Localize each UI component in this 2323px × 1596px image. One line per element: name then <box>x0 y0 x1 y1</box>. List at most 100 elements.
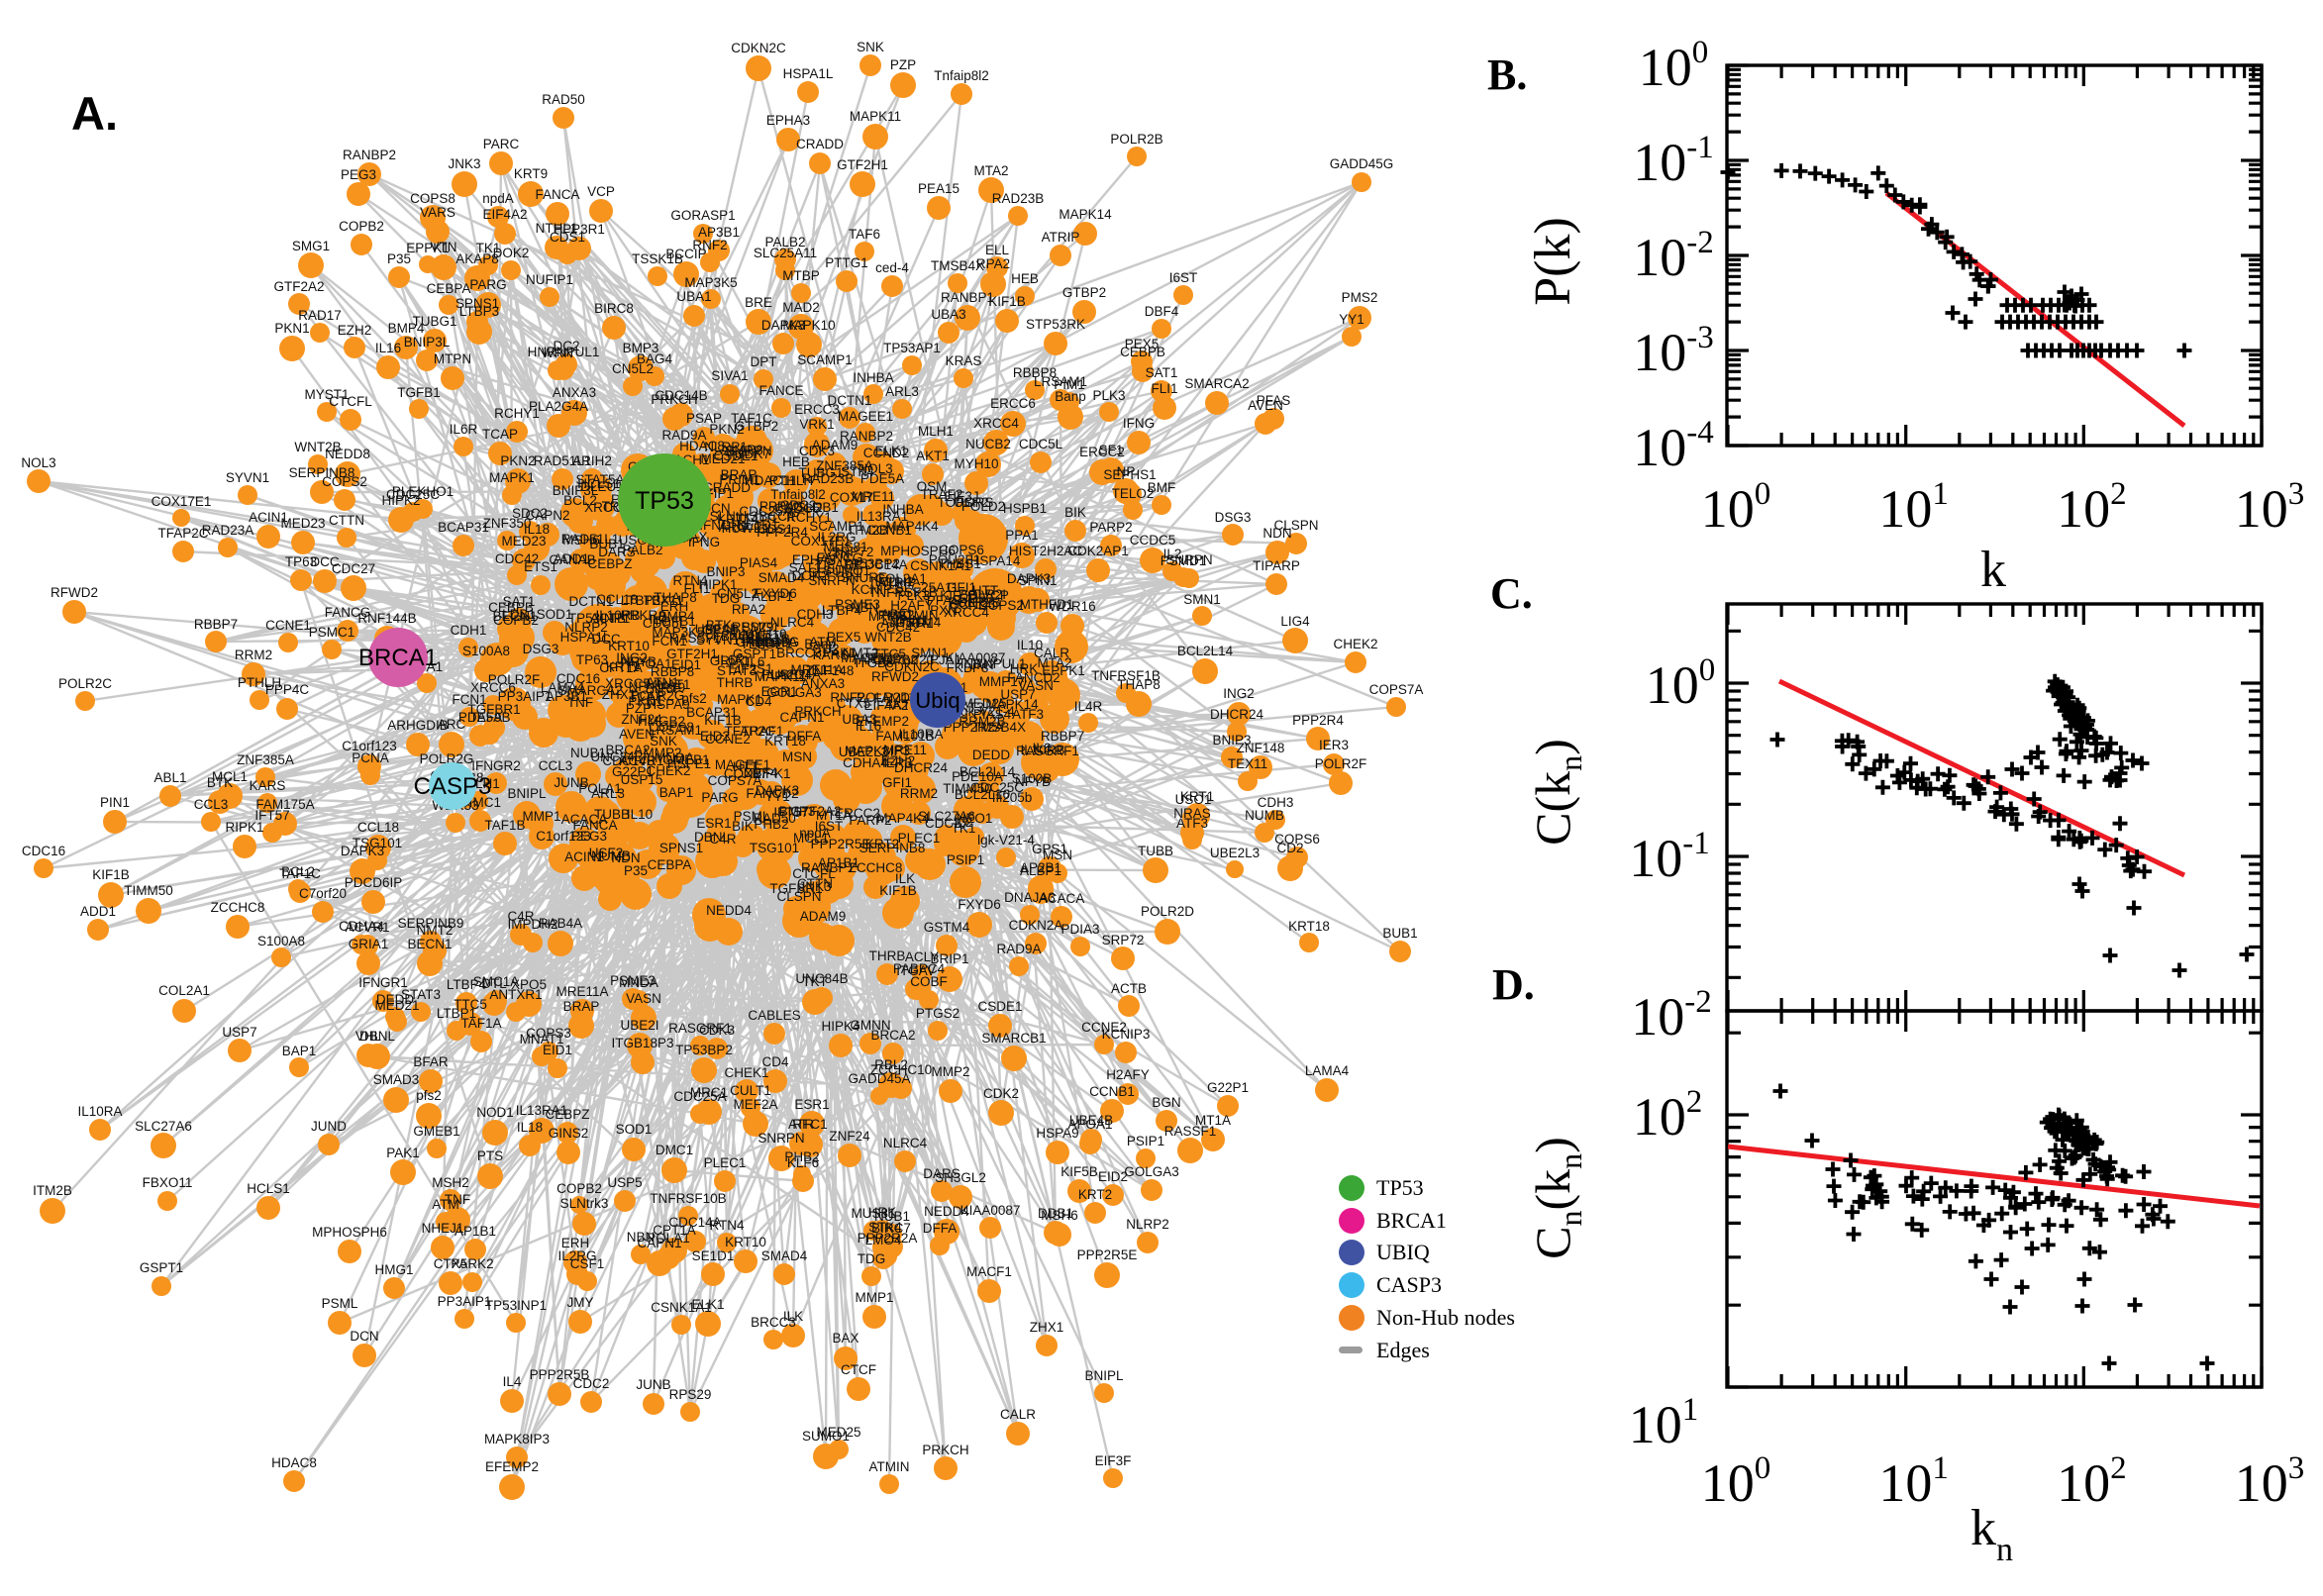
svg-text:CCNE2: CCNE2 <box>705 732 751 747</box>
svg-text:LTBP3: LTBP3 <box>459 304 499 319</box>
svg-text:ATF3: ATF3 <box>1176 816 1208 831</box>
svg-text:LDB1: LDB1 <box>502 607 536 622</box>
svg-text:KARS: KARS <box>250 778 286 793</box>
svg-text:BIK: BIK <box>732 819 754 834</box>
svg-text:BMP4: BMP4 <box>388 321 425 336</box>
svg-text:PIAS4: PIAS4 <box>740 555 778 570</box>
svg-text:UBE2I: UBE2I <box>770 667 809 682</box>
svg-text:CDS1: CDS1 <box>758 522 793 537</box>
svg-text:GSTM4: GSTM4 <box>895 615 942 630</box>
svg-text:OSM: OSM <box>917 479 948 494</box>
svg-text:TSSK1B: TSSK1B <box>632 251 683 266</box>
svg-text:DAPK3: DAPK3 <box>341 844 384 858</box>
svg-text:ERH: ERH <box>660 599 689 614</box>
svg-text:MAPK1: MAPK1 <box>717 692 762 707</box>
svg-text:TAF1C: TAF1C <box>731 411 772 426</box>
svg-text:SPNS1: SPNS1 <box>659 841 703 855</box>
svg-text:SPIN1: SPIN1 <box>1018 573 1057 588</box>
svg-text:PSML: PSML <box>734 809 770 824</box>
svg-text:Tnfaip8l2: Tnfaip8l2 <box>934 68 989 83</box>
svg-text:COPS7A: COPS7A <box>708 773 762 788</box>
svg-text:IL2RG: IL2RG <box>557 1248 596 1263</box>
svg-text:MED23: MED23 <box>280 516 325 531</box>
svg-text:ATR: ATR <box>788 1117 814 1132</box>
svg-text:AP1B1: AP1B1 <box>818 855 859 870</box>
svg-text:RASGRF1: RASGRF1 <box>1016 744 1079 758</box>
svg-text:CPT1A: CPT1A <box>599 660 643 675</box>
svg-text:ZNF350: ZNF350 <box>483 516 532 531</box>
svg-text:BRAP: BRAP <box>563 999 600 1014</box>
svg-text:100: 100 <box>1701 1450 1771 1513</box>
svg-text:CDHA4: CDHA4 <box>339 919 384 934</box>
svg-text:BRCA1: BRCA1 <box>1376 1208 1447 1233</box>
svg-text:AP2B1: AP2B1 <box>1020 860 1061 875</box>
svg-text:POLR2G: POLR2G <box>420 751 474 766</box>
svg-text:MCL1: MCL1 <box>212 769 248 784</box>
svg-text:PPP4C: PPP4C <box>759 499 804 514</box>
svg-text:RAD23B: RAD23B <box>802 471 855 486</box>
svg-text:TUBB: TUBB <box>594 807 630 822</box>
svg-text:KRT2: KRT2 <box>1078 1187 1112 1202</box>
svg-text:PLEKHO1: PLEKHO1 <box>392 484 454 499</box>
svg-text:STK4: STK4 <box>841 464 874 479</box>
svg-text:JUNB: JUNB <box>554 775 588 790</box>
svg-text:XRCC5: XRCC5 <box>605 676 651 691</box>
svg-text:DOK2: DOK2 <box>493 246 530 260</box>
svg-text:THRB: THRB <box>869 948 906 963</box>
svg-text:GORASP1: GORASP1 <box>670 208 735 223</box>
svg-text:DSG3: DSG3 <box>1215 510 1252 525</box>
svg-text:KRT10: KRT10 <box>725 1235 766 1249</box>
svg-text:SDC2: SDC2 <box>864 650 900 665</box>
svg-text:ZNF24: ZNF24 <box>621 712 662 727</box>
svg-text:ARL3: ARL3 <box>591 786 625 801</box>
svg-text:TGFBR1: TGFBR1 <box>769 881 822 896</box>
svg-text:EIF3J: EIF3J <box>944 489 978 504</box>
svg-text:KRT9: KRT9 <box>514 166 548 181</box>
svg-text:IL6: IL6 <box>747 654 765 669</box>
svg-text:PSAP: PSAP <box>686 411 722 426</box>
svg-text:PTHLH: PTHLH <box>769 473 813 488</box>
svg-text:CDKN2A: CDKN2A <box>1009 918 1063 933</box>
svg-text:MAPK8IP3: MAPK8IP3 <box>484 1432 550 1446</box>
svg-text:IL6: IL6 <box>1033 741 1052 755</box>
svg-text:EID1: EID1 <box>671 657 701 672</box>
svg-text:TIPARP: TIPARP <box>815 557 862 572</box>
svg-text:CDK3: CDK3 <box>699 1023 735 1038</box>
svg-text:GTBP2: GTBP2 <box>735 419 778 434</box>
svg-text:MAPK1: MAPK1 <box>489 470 535 485</box>
svg-text:RAD51L1: RAD51L1 <box>561 532 620 547</box>
svg-text:COPS6: COPS6 <box>1274 832 1320 847</box>
svg-text:PPP2R5E: PPP2R5E <box>811 837 871 851</box>
svg-text:ZNF148: ZNF148 <box>806 663 855 678</box>
svg-text:IL4: IL4 <box>503 1374 522 1389</box>
svg-text:Banp: Banp <box>804 637 836 651</box>
svg-text:ARIH2: ARIH2 <box>950 595 989 610</box>
svg-text:CULT1: CULT1 <box>730 1083 771 1098</box>
svg-text:TKT: TKT <box>802 974 828 989</box>
svg-text:BFAR: BFAR <box>413 1054 449 1069</box>
svg-text:NBN: NBN <box>627 1230 656 1245</box>
svg-text:CTX5: CTX5 <box>434 1256 468 1271</box>
svg-text:POLR2B: POLR2B <box>948 595 1000 610</box>
svg-text:BAP1: BAP1 <box>282 1044 317 1058</box>
svg-text:EID2: EID2 <box>700 729 730 744</box>
svg-text:DBF4: DBF4 <box>1145 304 1179 319</box>
svg-text:ERCC3: ERCC3 <box>794 402 840 417</box>
svg-text:ILK: ILK <box>895 871 915 886</box>
svg-text:RASGRF1: RASGRF1 <box>668 1021 732 1036</box>
svg-text:MRE11A: MRE11A <box>790 662 843 677</box>
svg-text:CCL18: CCL18 <box>357 820 399 835</box>
svg-text:BNIP3: BNIP3 <box>706 564 745 579</box>
svg-text:CASP3: CASP3 <box>1376 1272 1442 1297</box>
svg-text:TAF1B: TAF1B <box>484 818 525 833</box>
svg-text:SMAD3: SMAD3 <box>373 1072 420 1087</box>
svg-text:ELL: ELL <box>985 243 1010 257</box>
svg-text:CLSPN: CLSPN <box>776 889 821 904</box>
svg-text:BAG4: BAG4 <box>637 351 673 366</box>
svg-text:HMG1: HMG1 <box>374 1262 413 1277</box>
svg-text:ANTXR1: ANTXR1 <box>489 987 542 1002</box>
svg-text:101: 101 <box>1878 1450 1949 1513</box>
svg-text:CSF1: CSF1 <box>570 1256 605 1271</box>
svg-text:TAF6: TAF6 <box>849 227 880 242</box>
svg-text:COX17: COX17 <box>724 766 767 781</box>
